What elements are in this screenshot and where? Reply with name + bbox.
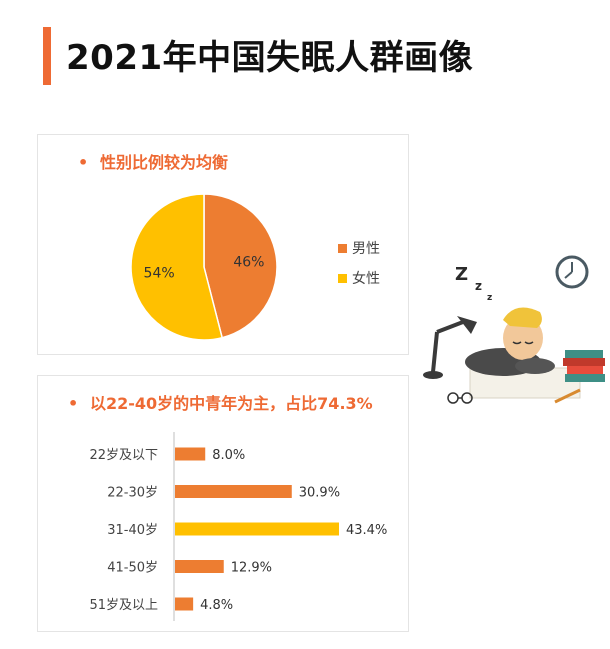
pie-data-label-0: 46%	[233, 254, 264, 270]
bar-category-label-3: 41-50岁	[107, 561, 158, 576]
legend-label-0: 男性	[352, 241, 380, 257]
glasses-icon	[447, 392, 473, 404]
age-bar-chart: 22岁及以下 8.0% 22-30岁 30.9% 31-40岁 43.4% 41-50岁 12…	[89, 432, 387, 621]
bullet: •	[78, 153, 89, 172]
bullet: •	[68, 394, 79, 413]
bar-0	[175, 447, 206, 461]
gender-card: • 性别比例较为均衡 46% 54% 男性女性	[37, 134, 409, 355]
bar-1	[175, 485, 292, 498]
svg-text:Z: Z	[455, 264, 468, 285]
legend-swatch-0	[338, 244, 347, 253]
bar-3	[175, 560, 224, 573]
bar-value-label-0: 8.0%	[212, 448, 245, 463]
pie-slice-1	[130, 193, 224, 341]
bar-value-label-2: 43.4%	[346, 523, 387, 538]
svg-text:z: z	[487, 293, 492, 303]
bar-category-label-2: 31-40岁	[107, 523, 158, 538]
clock-icon	[555, 255, 589, 289]
bar-4	[175, 597, 194, 611]
pie-data-label-1: 54%	[144, 266, 175, 282]
sleeping-person-illustration: Z z z	[423, 255, 605, 404]
zzz-icon: Z z z	[455, 264, 492, 303]
page-title: 2021年中国失眠人群画像	[66, 38, 474, 78]
bar-category-label-0: 22岁及以下	[89, 448, 158, 463]
desk-lamp-icon	[423, 316, 477, 379]
age-card-heading-text: 以22-40岁的中青年为主，占比74.3%	[90, 394, 373, 413]
bar-value-label-1: 30.9%	[299, 486, 340, 501]
bar-value-label-3: 12.9%	[231, 561, 272, 576]
svg-text:z: z	[475, 279, 482, 293]
books-icon	[563, 350, 605, 382]
age-card-heading: • 以22-40岁的中青年为主，占比74.3%	[68, 390, 373, 414]
pencil-icon	[554, 388, 581, 404]
bar-2	[175, 522, 339, 536]
bar-category-label-4: 51岁及以上	[89, 598, 158, 613]
legend-swatch-1	[338, 274, 347, 283]
pie-slice-0	[203, 193, 278, 339]
title-accent-bar	[43, 27, 51, 85]
gender-card-heading: • 性别比例较为均衡	[78, 149, 228, 173]
bar-value-label-4: 4.8%	[200, 598, 233, 613]
gender-card-heading-text: 性别比例较为均衡	[100, 153, 229, 172]
bar-category-label-1: 22-30岁	[107, 486, 158, 501]
age-card: • 以22-40岁的中青年为主，占比74.3% 22岁及以下 8.0% 22-30岁 3…	[37, 375, 409, 632]
sleeping-person	[465, 307, 555, 376]
legend-label-1: 女性	[352, 270, 380, 287]
